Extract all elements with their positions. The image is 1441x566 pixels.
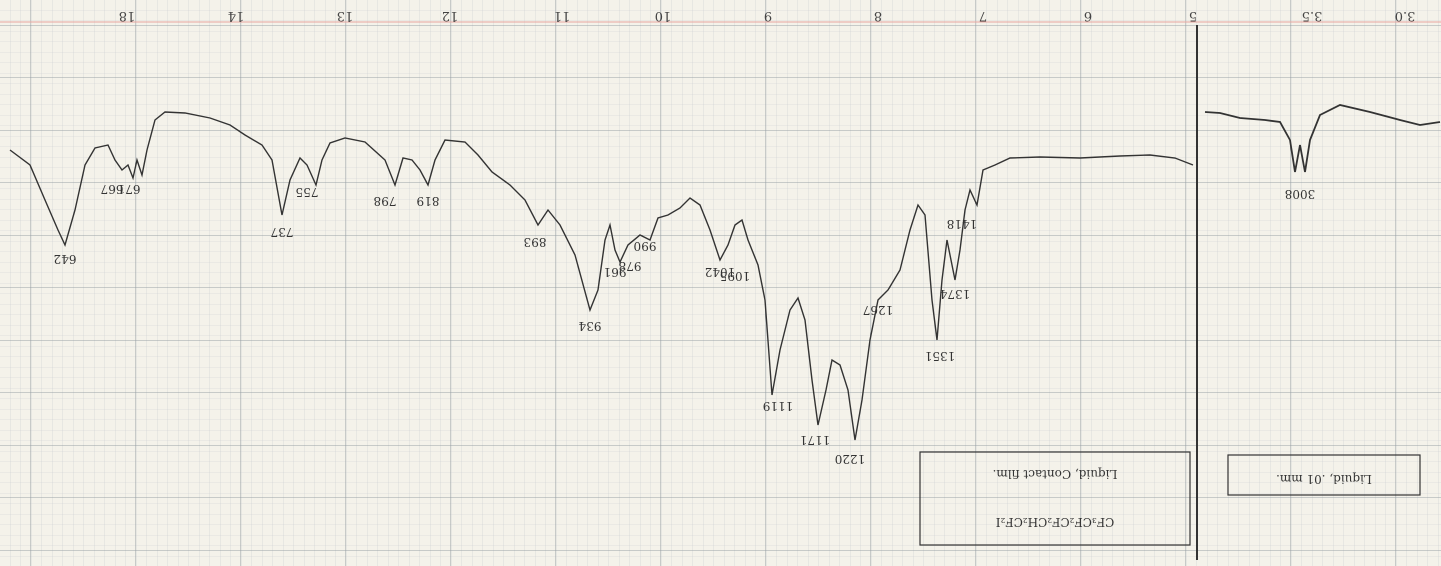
formula: CF₃CF₂CF₂CH₂CF₂I [996, 515, 1115, 529]
peak-label: 990 [634, 239, 657, 253]
axis-label: 14 [228, 8, 245, 23]
peak-label: 1267 [863, 303, 894, 317]
peak-label: 1119 [763, 399, 794, 413]
peak-label: 1220 [835, 452, 866, 466]
peak-label: 1418 [947, 217, 978, 231]
peak-label: 642 [54, 252, 77, 266]
peak-label: 1171 [800, 433, 831, 447]
axis-label: 8 [874, 8, 882, 23]
peak-label: 1374 [939, 287, 970, 301]
peak-label: 893 [524, 235, 547, 249]
peak-label: 1351 [925, 349, 956, 363]
peak-label: 934 [578, 319, 601, 333]
peak-label: 978 [619, 259, 642, 273]
axis-label: 18 [119, 8, 136, 23]
peak-label: 755 [296, 185, 319, 199]
peak-label: 1095 [720, 269, 751, 283]
peak-label: 819 [417, 194, 440, 208]
axis-label: 5 [1189, 8, 1197, 23]
axis-label: 11 [554, 8, 571, 23]
peak-label: 961 [604, 265, 627, 279]
peak-label: 671 [118, 182, 141, 196]
axis-label: 7 [979, 8, 987, 23]
note-right: Liquid, .01 mm. [1276, 472, 1372, 486]
spectrum-trace-short [1204, 104, 1441, 173]
spectrum-trace [9, 111, 1194, 441]
peak-label: 798 [374, 194, 397, 208]
note-left: Liquid, Contact film. [993, 467, 1118, 481]
peak-label: 737 [271, 225, 294, 239]
peak-label: 667 [101, 182, 124, 196]
axis-label: 3.0 [1395, 8, 1416, 23]
axis-label: 9 [764, 8, 772, 23]
axis-label: 13 [337, 8, 354, 23]
axis-label: 10 [655, 8, 672, 23]
peak-label: 1042 [705, 265, 736, 279]
axis-label: 6 [1084, 8, 1092, 23]
sample-box [919, 451, 1191, 546]
peak-label: 3008 [1285, 187, 1316, 201]
note-box [1227, 454, 1421, 496]
axis-label: 12 [442, 8, 459, 23]
axis-label: 3.5 [1302, 8, 1323, 23]
